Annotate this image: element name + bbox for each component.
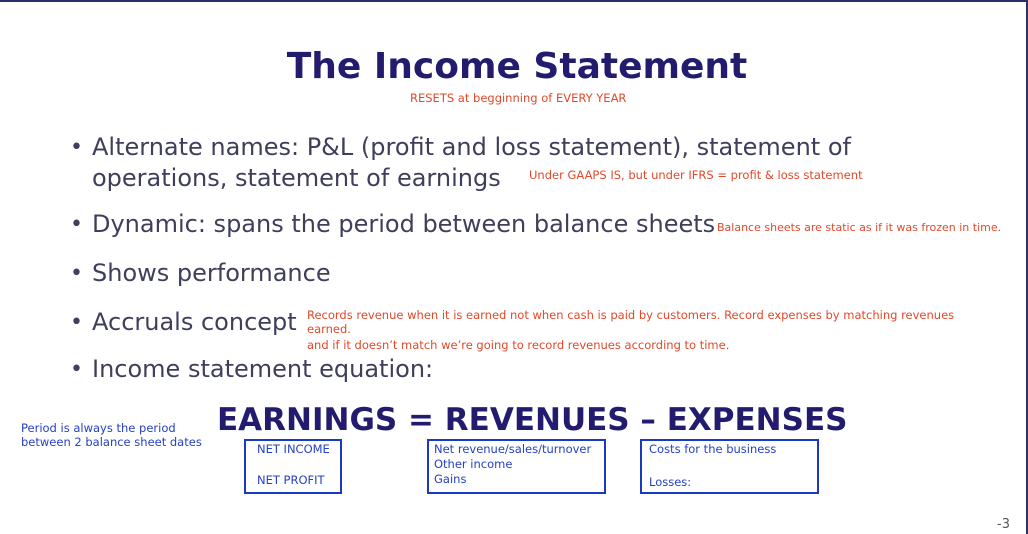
bullet-text: Accruals concept (92, 308, 297, 336)
gaap-annotation: Under GAAPS IS, but under IFRS = profit … (529, 168, 863, 182)
page-number: -3 (997, 517, 1010, 532)
accruals-annotation-line1: Records revenue when it is earned not wh… (307, 308, 955, 322)
expenses-box: Costs for the business Losses: (640, 439, 819, 494)
period-annotation-line2: between 2 balance sheet dates (21, 435, 202, 449)
income-equation: EARNINGS = REVENUES – EXPENSES (217, 402, 848, 438)
balance-sheet-annotation: Balance sheets are static as if it was f… (717, 221, 1002, 234)
revenues-box-line1: Net revenue/sales/turnover (434, 442, 592, 456)
bullet-glyph: • (70, 357, 83, 382)
bullet-glyph: • (70, 261, 83, 286)
resets-annotation: RESETS at begginning of EVERY YEAR (410, 91, 627, 105)
bullet-text-line2: operations, statement of earnings (92, 164, 501, 192)
bullet-text: Dynamic: spans the period between balanc… (92, 210, 716, 238)
revenues-box-line2: Other income (434, 457, 513, 471)
bullet-text: Shows performance (92, 259, 331, 287)
accruals-annotation-line2: earned. (307, 322, 351, 336)
period-annotation: Period is always the period between 2 ba… (21, 421, 202, 449)
expenses-box-line1: Costs for the business (649, 442, 777, 456)
revenues-box-line3: Gains (434, 472, 467, 486)
bullet-glyph: • (70, 135, 83, 160)
revenues-box: Net revenue/sales/turnover Other income … (427, 439, 606, 494)
earnings-box-line1: NET INCOME (257, 442, 330, 456)
accruals-annotation-line3: and if it doesn’t match we’re going to r… (307, 338, 730, 352)
earnings-box: NET INCOME NET PROFIT (244, 439, 342, 494)
bullet-glyph: • (70, 212, 83, 237)
expenses-box-line2: Losses: (649, 475, 692, 489)
bullet-text-line1: Alternate names: P&L (profit and loss st… (92, 133, 851, 161)
bullet-glyph: • (70, 310, 83, 335)
slide-title: The Income Statement (286, 46, 748, 87)
period-annotation-line1: Period is always the period (21, 421, 176, 435)
earnings-box-line2: NET PROFIT (257, 473, 325, 487)
bullet-text: Income statement equation: (92, 355, 434, 383)
